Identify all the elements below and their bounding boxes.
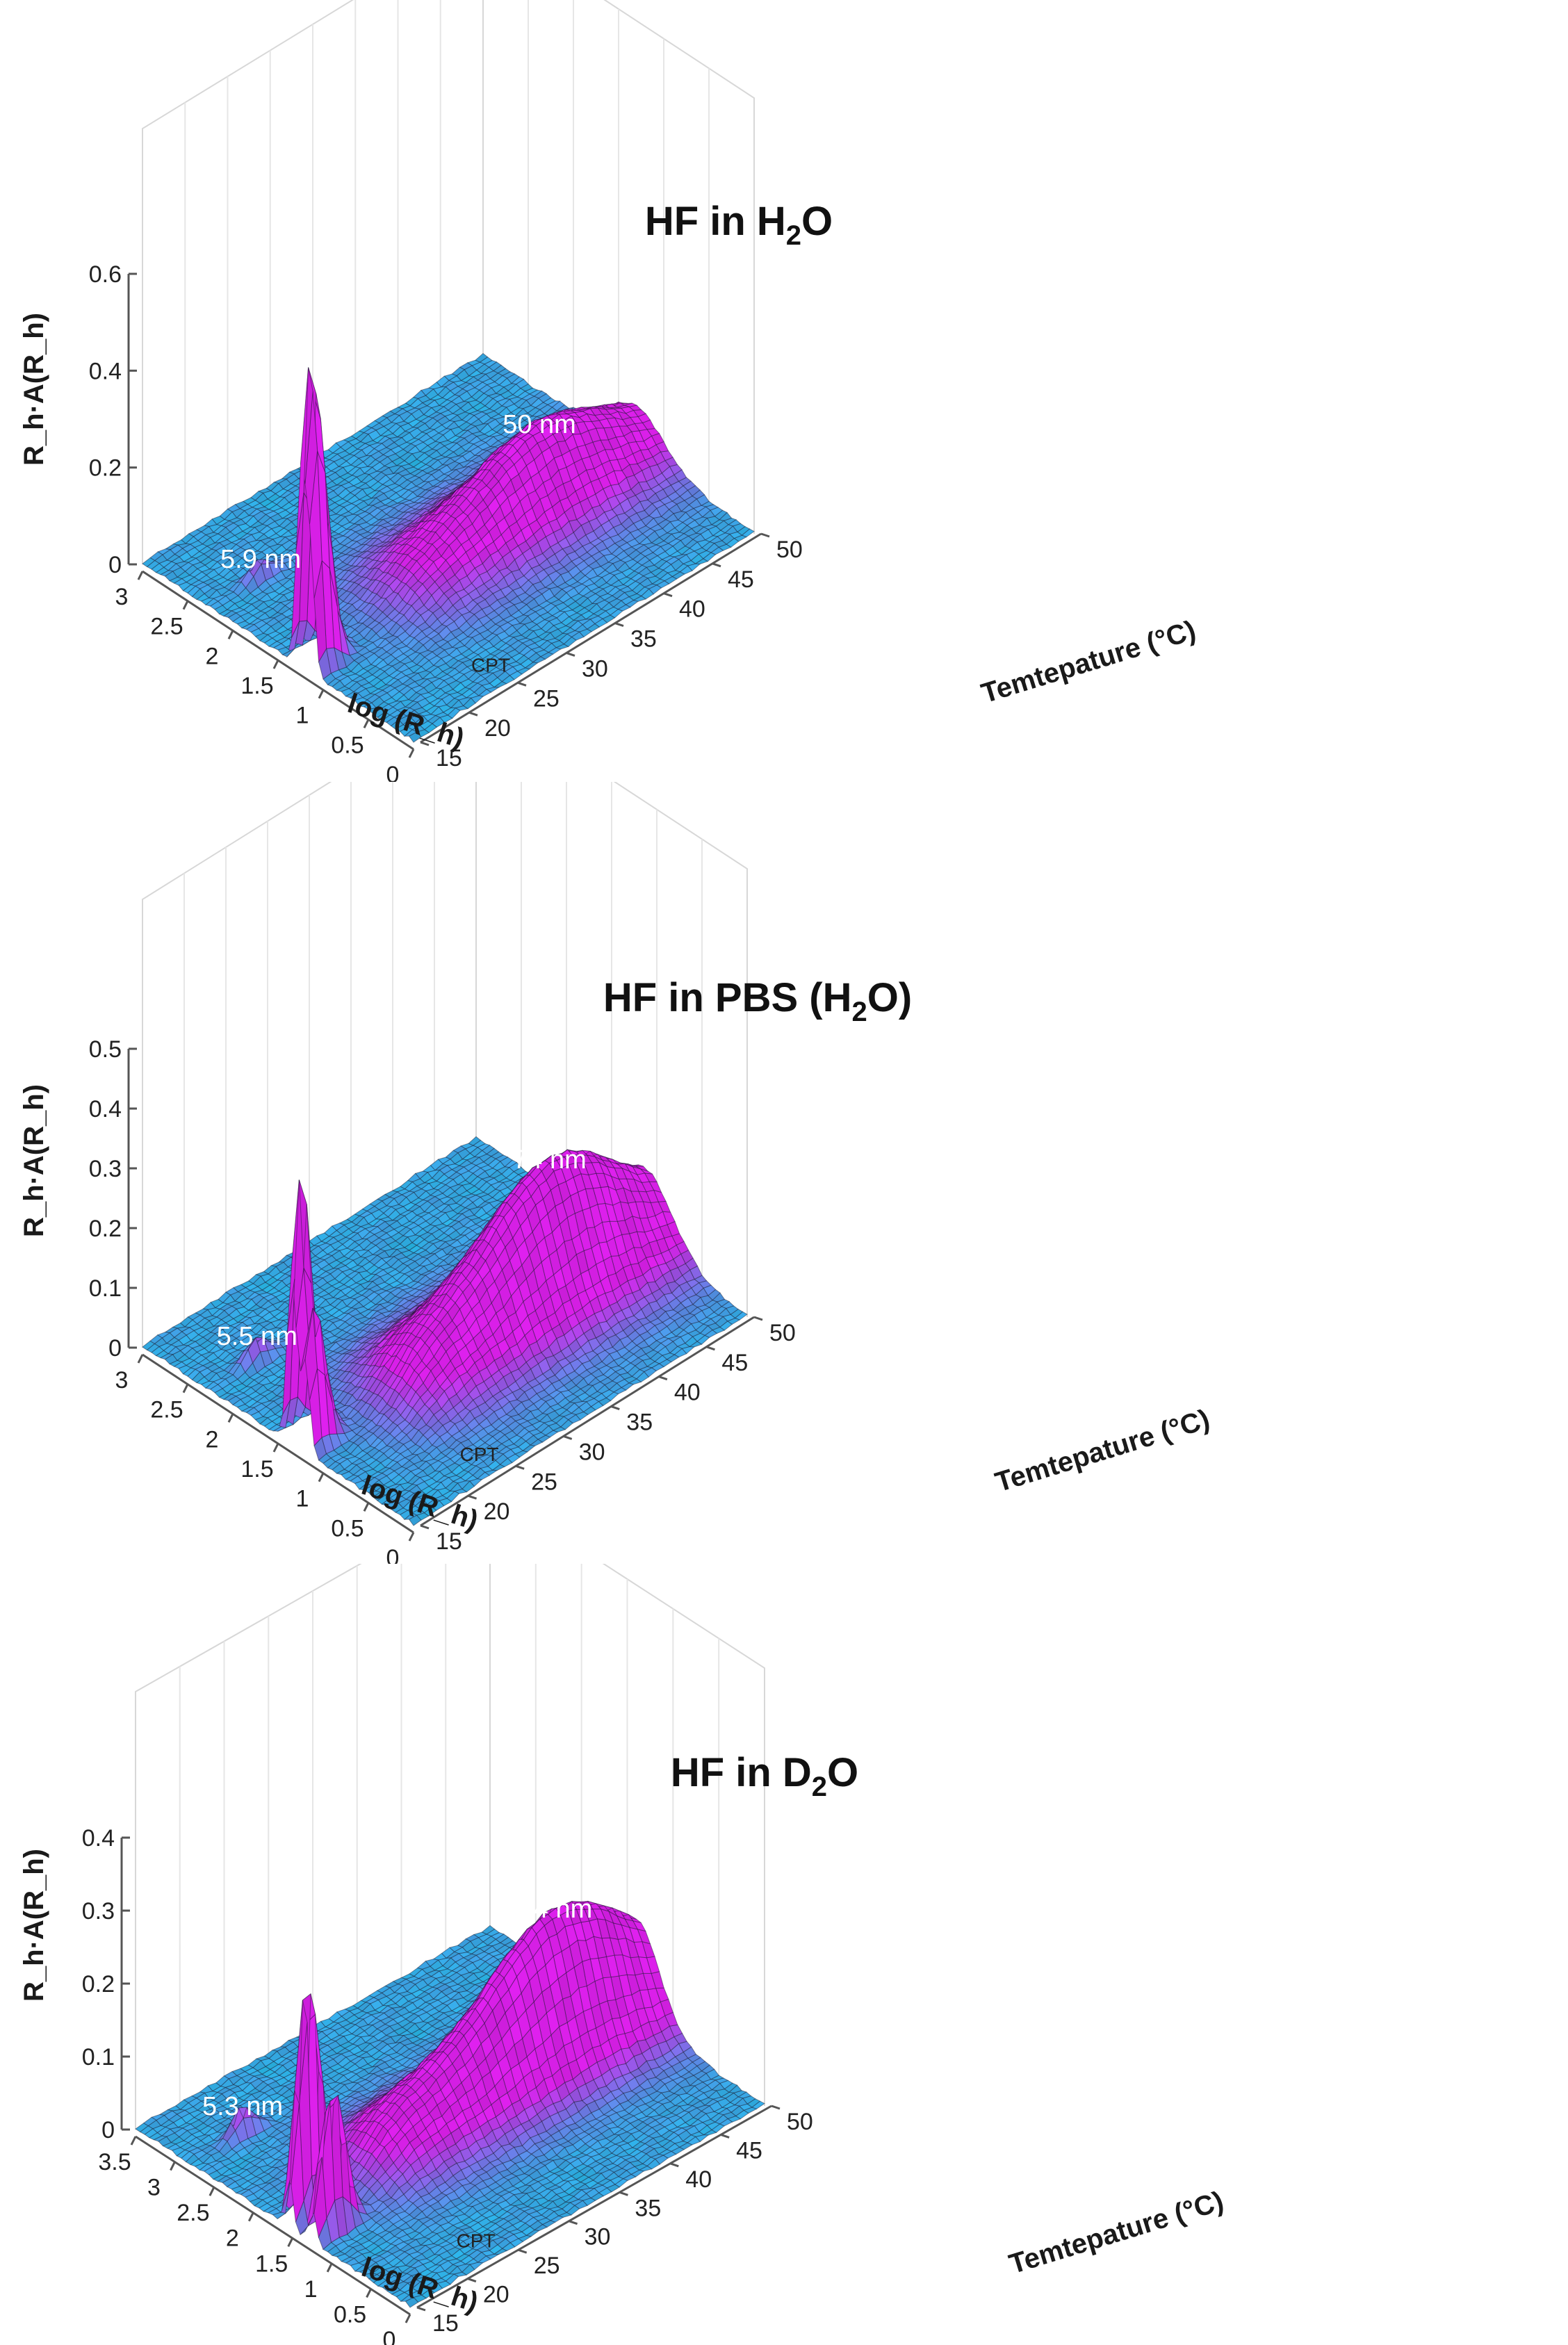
y-tick-label: 50 bbox=[776, 537, 803, 563]
y-tick bbox=[566, 652, 575, 657]
surface-cell bbox=[157, 548, 172, 555]
chart-title: HF in H2O bbox=[645, 199, 833, 251]
surface-plot-pbs: 00.10.20.30.40.532.521.510.5015202530354… bbox=[19, 782, 1214, 1564]
x-tick-label: 1.5 bbox=[240, 673, 273, 699]
surface-cell bbox=[343, 435, 357, 443]
surface-cell bbox=[474, 352, 489, 363]
cpt-label: CPT bbox=[471, 655, 510, 676]
z-tick-label: 0.6 bbox=[89, 261, 122, 288]
y-tick-label: 25 bbox=[533, 685, 560, 712]
z-axis-label: R_h·A(R_h) bbox=[19, 313, 49, 466]
z-tick-label: 0 bbox=[108, 552, 122, 578]
surface-cell bbox=[358, 425, 373, 434]
surface-cell bbox=[211, 515, 225, 525]
y-tick bbox=[468, 711, 478, 717]
surface-cell bbox=[227, 504, 241, 512]
surface-cell bbox=[466, 359, 481, 366]
x-tick bbox=[408, 749, 415, 758]
surface-cell bbox=[436, 375, 450, 388]
x-tick bbox=[227, 630, 234, 640]
surface-cell bbox=[172, 539, 187, 546]
peak-annotation: 50 nm bbox=[503, 410, 576, 439]
y-tick-label: 45 bbox=[728, 566, 754, 593]
y-tick bbox=[517, 681, 527, 687]
surface-cell bbox=[242, 497, 256, 505]
z-tick-label: 0.2 bbox=[89, 455, 122, 482]
x-tick-label: 2 bbox=[206, 643, 219, 669]
x-tick-label: 0.5 bbox=[331, 732, 364, 758]
surface-cell bbox=[195, 525, 210, 532]
x-tick-label: 1 bbox=[296, 703, 309, 729]
surface-cell bbox=[459, 362, 473, 370]
y-tick bbox=[712, 562, 721, 568]
x-tick bbox=[182, 600, 189, 610]
surface-cell bbox=[382, 410, 395, 418]
surface-cell bbox=[327, 442, 341, 454]
chart-panel-pbs: 0 0.1 0.2 0.3 0.4 0.5 3 2.5 2 1.5 1 0.5 0 15 20 25 30 35 4… bbox=[0, 782, 1568, 1564]
x-tick bbox=[363, 719, 370, 729]
chart-panel-h2o: 0 0.2 0.4 0.6 3 2.5 2 1.5 1 0.5 0 15 20 25 30 35 40 45 50 C… bbox=[0, 0, 1568, 782]
surface-cell bbox=[188, 529, 202, 537]
x-tick bbox=[272, 660, 279, 669]
surface-mesh bbox=[142, 1136, 748, 1526]
surface-mesh bbox=[142, 352, 755, 743]
surface-cell bbox=[443, 373, 458, 382]
surface-cell bbox=[335, 439, 350, 448]
y-axis-label: Temtepature (°C) bbox=[978, 615, 1200, 710]
x-tick-label: 0 bbox=[386, 762, 400, 782]
y-tick bbox=[760, 532, 770, 538]
y-tick-label: 40 bbox=[679, 596, 705, 623]
x-tick bbox=[318, 689, 325, 699]
surface-cell bbox=[142, 557, 156, 568]
y-tick bbox=[663, 592, 673, 598]
surface-cell bbox=[468, 1136, 482, 1146]
surface-cell bbox=[281, 471, 295, 480]
x-tick bbox=[137, 571, 144, 580]
y-axis-line bbox=[420, 532, 762, 744]
y-tick bbox=[420, 741, 430, 746]
surface-cell bbox=[427, 382, 442, 390]
surface-cell bbox=[149, 551, 163, 562]
x-tick-label: 3 bbox=[115, 584, 129, 610]
y-tick-label: 20 bbox=[484, 715, 511, 742]
y-tick-label: 35 bbox=[630, 626, 657, 653]
y-tick bbox=[614, 622, 624, 627]
surface-cell bbox=[165, 544, 179, 550]
z-tick-label: 0.4 bbox=[89, 358, 122, 384]
back-wall-right bbox=[603, 0, 755, 534]
peak-annotation: 5.9 nm bbox=[220, 545, 301, 574]
surface-cell bbox=[374, 415, 388, 424]
surface-cell bbox=[420, 387, 434, 396]
surface-cell bbox=[389, 407, 404, 415]
back-wall-right bbox=[613, 782, 748, 1317]
y-tick-label: 30 bbox=[582, 655, 608, 682]
y-tick-label: 15 bbox=[436, 745, 462, 771]
x-tick-label: 2.5 bbox=[150, 614, 183, 640]
surface-plot-h2o: 0 0.2 0.4 0.6 3 2.5 2 1.5 1 0.5 0 15 20 25 30 35 40 45 50 C… bbox=[19, 0, 1200, 782]
